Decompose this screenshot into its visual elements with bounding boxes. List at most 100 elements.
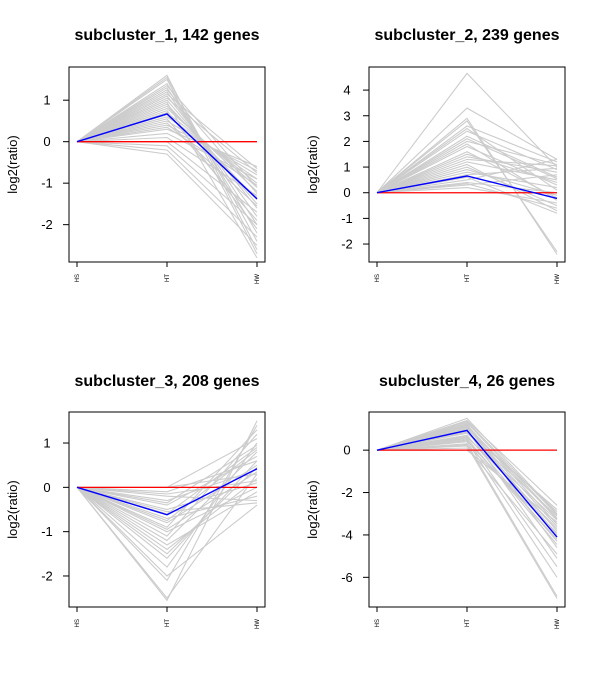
y-axis-label: log2(ratio): [305, 480, 320, 539]
profile-line: [76, 105, 258, 192]
profile-line: [76, 486, 258, 519]
profile-line: [376, 140, 558, 194]
profile-line: [376, 138, 558, 194]
mean-line: [76, 113, 258, 200]
profile-line: [376, 169, 558, 196]
profile-line: [76, 469, 258, 502]
x-tick-label: HT: [465, 619, 471, 627]
profile-line: [376, 435, 558, 529]
profile-line: [76, 467, 258, 555]
profile-line: [376, 156, 558, 194]
chart-panel-2: subcluster_2, 239 genes log2(ratio) 4 3 2 1 0 -…: [305, 27, 566, 284]
profile-lines: [76, 420, 258, 602]
profile-line: [76, 109, 258, 230]
profile-line: [76, 97, 258, 174]
profile-line: [76, 433, 258, 537]
profile-line: [76, 486, 258, 577]
y-tick-label: 0: [43, 134, 50, 149]
y-tick-label: 1: [43, 93, 50, 108]
y-axis-label: log2(ratio): [5, 480, 20, 539]
profile-line: [76, 451, 258, 542]
y-tick-label: 1: [43, 436, 50, 451]
x-tick-label: HS: [75, 274, 81, 282]
profile-line: [76, 107, 258, 188]
profile-line: [76, 480, 258, 495]
chart-panel-4: subcluster_4, 26 genes log2(ratio) 0 -2 -4 -6…: [305, 373, 566, 629]
y-tick-label: 0: [43, 480, 50, 495]
x-tick-label: HS: [375, 274, 381, 282]
profile-line: [376, 437, 558, 545]
y-tick-label: 2: [343, 134, 350, 149]
x-tick-label: HW: [255, 274, 261, 284]
profile-lines: [376, 417, 558, 599]
y-tick-label: 0: [343, 185, 350, 200]
y-tick-label: -2: [41, 217, 53, 232]
profile-line: [376, 420, 558, 516]
x-tick-label: HW: [255, 619, 261, 629]
y-tick-label: -1: [41, 176, 53, 191]
y-tick-label: 3: [343, 108, 350, 123]
chart-title: subcluster_3, 208 genes: [75, 373, 260, 390]
profile-line: [76, 471, 258, 531]
profile-lines: [376, 72, 558, 255]
profile-line: [76, 118, 258, 221]
profile-line: [76, 122, 258, 207]
profile-line: [76, 425, 258, 582]
y-tick-label: -2: [341, 237, 353, 252]
mean-line: [76, 468, 258, 516]
profile-line: [376, 158, 558, 194]
profile-line: [76, 449, 258, 522]
x-tick-label: HS: [75, 619, 81, 627]
mean-line: [376, 175, 558, 200]
profile-line: [76, 141, 258, 238]
profile-line: [376, 107, 558, 194]
profile-line: [76, 136, 258, 197]
profile-line: [76, 444, 258, 504]
profile-line: [76, 126, 258, 186]
profile-line: [76, 482, 258, 511]
y-axis-label: log2(ratio): [305, 135, 320, 194]
profile-line: [376, 158, 558, 194]
chart-title: subcluster_4, 26 genes: [379, 373, 555, 390]
profile-line: [376, 187, 558, 204]
profile-line: [376, 440, 558, 540]
mean-line: [376, 429, 558, 538]
profile-line: [76, 74, 258, 250]
profile-line: [76, 455, 258, 506]
profile-line: [76, 429, 258, 528]
x-tick-label: HW: [555, 619, 561, 629]
profile-line: [76, 486, 258, 533]
y-tick-label: -2: [41, 568, 53, 583]
profile-line: [376, 171, 558, 194]
profile-line: [76, 120, 258, 176]
profile-line: [376, 145, 558, 194]
chart-panel-3: subcluster_3, 208 genes log2(ratio) 1 0 -1 -2…: [5, 373, 266, 629]
profile-line: [376, 183, 558, 209]
x-tick-label: HT: [465, 274, 471, 282]
profile-line: [76, 101, 258, 259]
chart-panel-1: subcluster_1, 142 genes log2(ratio) 1 0 -1 -2…: [5, 27, 266, 284]
y-tick-label: -1: [41, 524, 53, 539]
y-tick-label: 0: [343, 443, 350, 458]
profile-line: [76, 89, 258, 194]
y-tick-label: 1: [343, 160, 350, 175]
profile-line: [76, 486, 258, 502]
profile-line: [376, 444, 558, 534]
profile-line: [76, 132, 258, 180]
profile-line: [76, 91, 258, 217]
profile-line: [76, 141, 258, 226]
profile-line: [76, 84, 258, 188]
profile-line: [76, 141, 258, 246]
y-axis-label: log2(ratio): [5, 135, 20, 194]
profile-line: [76, 93, 258, 170]
profile-line: [376, 163, 558, 212]
y-tick-label: -1: [341, 211, 353, 226]
profile-line: [376, 125, 558, 194]
profile-line: [76, 124, 258, 172]
y-tick-label: 4: [343, 83, 350, 98]
profile-line: [376, 447, 558, 555]
profile-line: [376, 161, 558, 194]
profile-line: [76, 486, 258, 513]
x-tick-label: HT: [165, 619, 171, 627]
